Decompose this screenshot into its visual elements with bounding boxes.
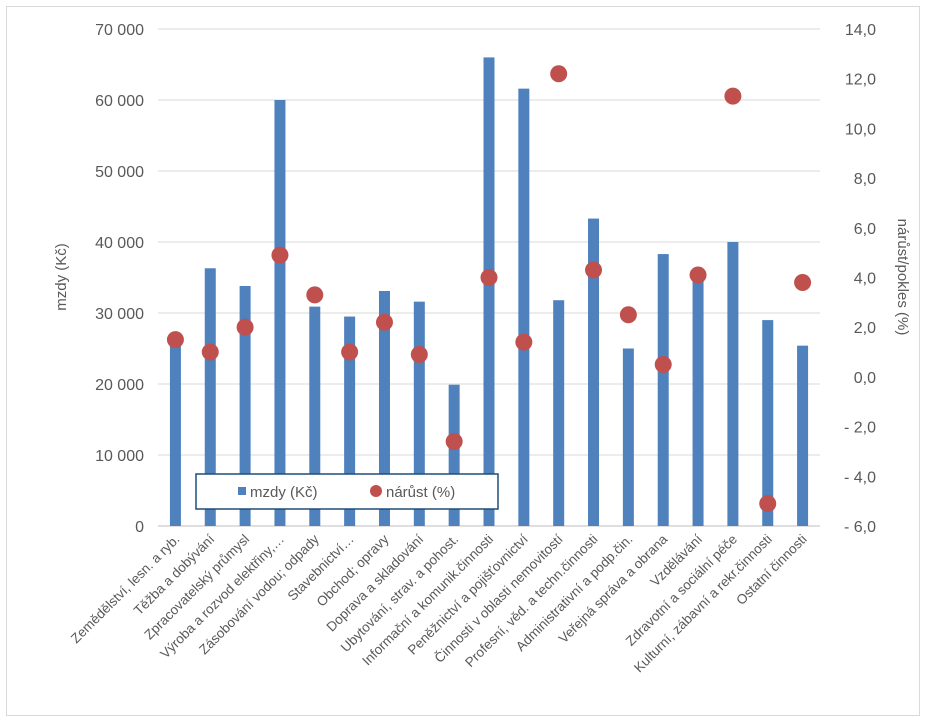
bar: [169, 342, 181, 526]
growth-point: [445, 433, 463, 451]
growth-point: [689, 266, 707, 284]
bar: [378, 290, 390, 526]
left-tick-label: 50 000: [95, 164, 144, 181]
growth-point: [410, 346, 428, 364]
left-tick-label: 60 000: [95, 93, 144, 110]
right-tick-label: - 4,0: [844, 469, 876, 486]
growth-point: [306, 286, 324, 304]
growth-point: [375, 313, 393, 331]
right-axis-title: nárůst/pokles (%): [894, 219, 911, 336]
right-tick-label: - 2,0: [844, 420, 876, 437]
legend-box: [195, 473, 499, 510]
right-axis-ticks: - 6,0 - 4,0 - 2,0 0,0 2,0 4,0 6,0 8,0 10,0 12,0 14…: [844, 22, 876, 536]
left-tick-label: 10 000: [95, 448, 144, 465]
right-tick-label: 12,0: [845, 72, 876, 89]
bar: [239, 286, 251, 526]
left-axis-ticks: 0 10 000 20 000 30 000 40 000 50 000 60 000 70 …: [95, 22, 144, 536]
right-tick-label: - 6,0: [844, 519, 876, 536]
right-tick-label: 6,0: [854, 221, 876, 238]
right-tick-label: 10,0: [845, 121, 876, 138]
right-tick-label: 8,0: [854, 171, 876, 188]
bar: [727, 242, 739, 526]
growth-point: [341, 343, 359, 361]
growth-point: [794, 273, 812, 291]
legend-marker-growth: [370, 485, 382, 497]
left-tick-label: 30 000: [95, 306, 144, 323]
bar: [657, 254, 669, 526]
growth-point: [654, 355, 672, 373]
left-axis-title: mzdy (Kč): [53, 243, 70, 311]
bar: [413, 301, 425, 526]
left-tick-label: 0: [135, 519, 144, 536]
bar: [448, 384, 460, 526]
growth-point: [166, 331, 184, 349]
growth-point: [724, 87, 742, 105]
bar: [274, 100, 286, 526]
bar: [204, 268, 216, 526]
growth-point: [759, 495, 777, 513]
left-tick-label: 20 000: [95, 377, 144, 394]
bar: [692, 270, 704, 526]
right-tick-label: 2,0: [854, 320, 876, 337]
category-axis-labels: Zemědělství, lesn. a ryb.Těžba a dobýván…: [68, 531, 810, 675]
bar: [483, 57, 495, 527]
left-tick-label: 70 000: [95, 22, 144, 39]
left-tick-label: 40 000: [95, 235, 144, 252]
growth-point: [619, 306, 637, 324]
growth-point: [515, 333, 533, 351]
right-tick-label: 14,0: [845, 22, 876, 39]
bar: [309, 306, 321, 526]
bar: [588, 218, 600, 526]
bar-series: [169, 57, 809, 527]
legend-marker-bars: [238, 487, 246, 495]
growth-point: [585, 261, 603, 279]
growth-point: [480, 269, 498, 286]
growth-point: [201, 343, 219, 361]
growth-point: [271, 246, 289, 264]
bar: [797, 345, 809, 526]
bar: [622, 348, 634, 526]
right-tick-label: 4,0: [854, 271, 876, 288]
bar: [344, 316, 356, 526]
bar: [553, 300, 565, 526]
growth-point: [550, 65, 568, 83]
legend: mzdy (Kč) nárůst (%): [195, 473, 499, 510]
growth-point: [236, 318, 254, 336]
bar: [762, 320, 774, 526]
legend-label-bars: mzdy (Kč): [250, 484, 318, 501]
scatter-series: [166, 65, 812, 513]
bar: [518, 88, 530, 526]
right-tick-label: 0,0: [854, 370, 876, 387]
legend-label-growth: nárůst (%): [386, 484, 455, 501]
